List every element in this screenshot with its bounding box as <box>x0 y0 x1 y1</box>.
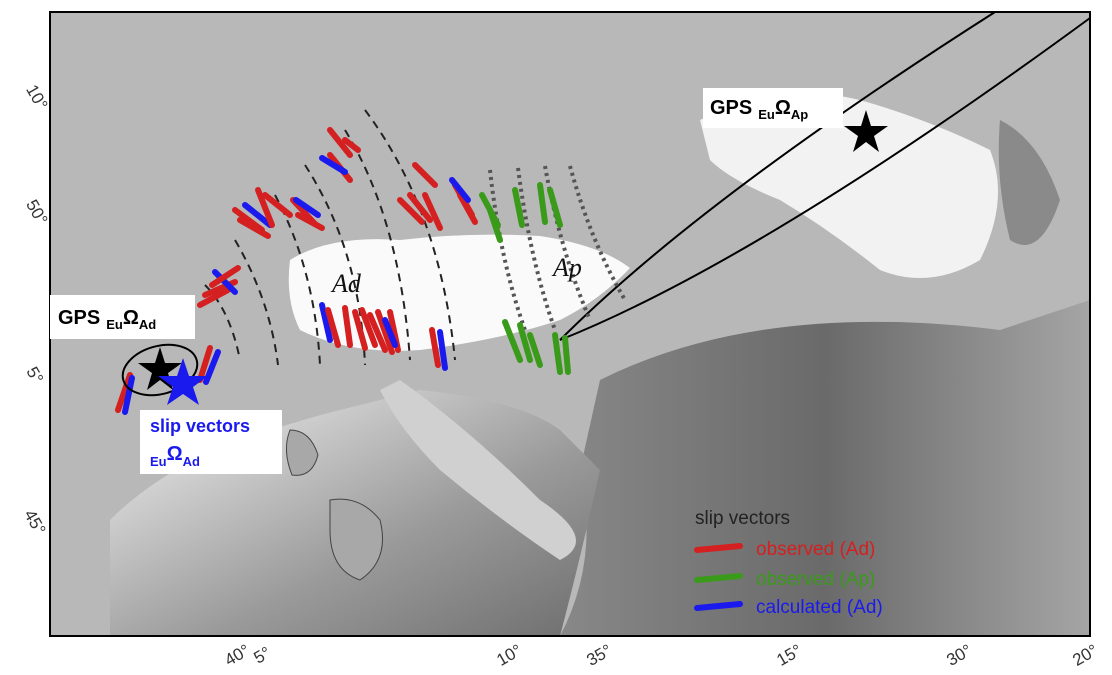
legend-label: calculated (Ad) <box>756 597 883 618</box>
lon-label: 20° <box>1069 641 1101 670</box>
label-text: Eu <box>758 107 775 122</box>
region-label: Ap <box>551 253 582 282</box>
lon-label: 5° <box>250 643 274 668</box>
lon-label: 40° <box>221 641 253 670</box>
slip-label: slip vectors <box>150 416 250 436</box>
label-text: GPS <box>710 97 752 119</box>
label-text: Ω <box>775 97 791 119</box>
lon-label: 30° <box>943 641 975 670</box>
legend-swatch <box>697 546 740 550</box>
lat-label: 10° <box>22 81 51 113</box>
label-text: GPS <box>58 307 100 329</box>
region-label: Ad <box>330 269 362 298</box>
legend-title: slip vectors <box>695 508 790 529</box>
label-text: Eu <box>150 454 167 469</box>
label-text: Eu <box>106 317 123 332</box>
lon-label: 35° <box>583 641 615 670</box>
label-text: Ad <box>183 454 200 469</box>
label-text: Ω <box>123 307 139 329</box>
lon-label: 15° <box>773 641 805 670</box>
slip-vector <box>565 338 568 372</box>
label-text: Ω <box>167 443 183 465</box>
legend-swatch <box>697 576 740 580</box>
basemap <box>50 12 1090 636</box>
lat-label: 50° <box>22 196 51 228</box>
legend-label: observed (Ad) <box>756 539 875 560</box>
lon-label: 10° <box>493 641 525 670</box>
lat-label: 5° <box>22 363 47 387</box>
lat-label: 45° <box>20 506 49 538</box>
map: Ad Ap GPSEuΩAd GPSEuΩAp slip vectors EuΩ… <box>0 0 1112 675</box>
legend-swatch <box>697 604 740 608</box>
label-text: Ap <box>791 107 808 122</box>
label-text: Ad <box>139 317 156 332</box>
legend-label: observed (Ap) <box>756 569 875 590</box>
